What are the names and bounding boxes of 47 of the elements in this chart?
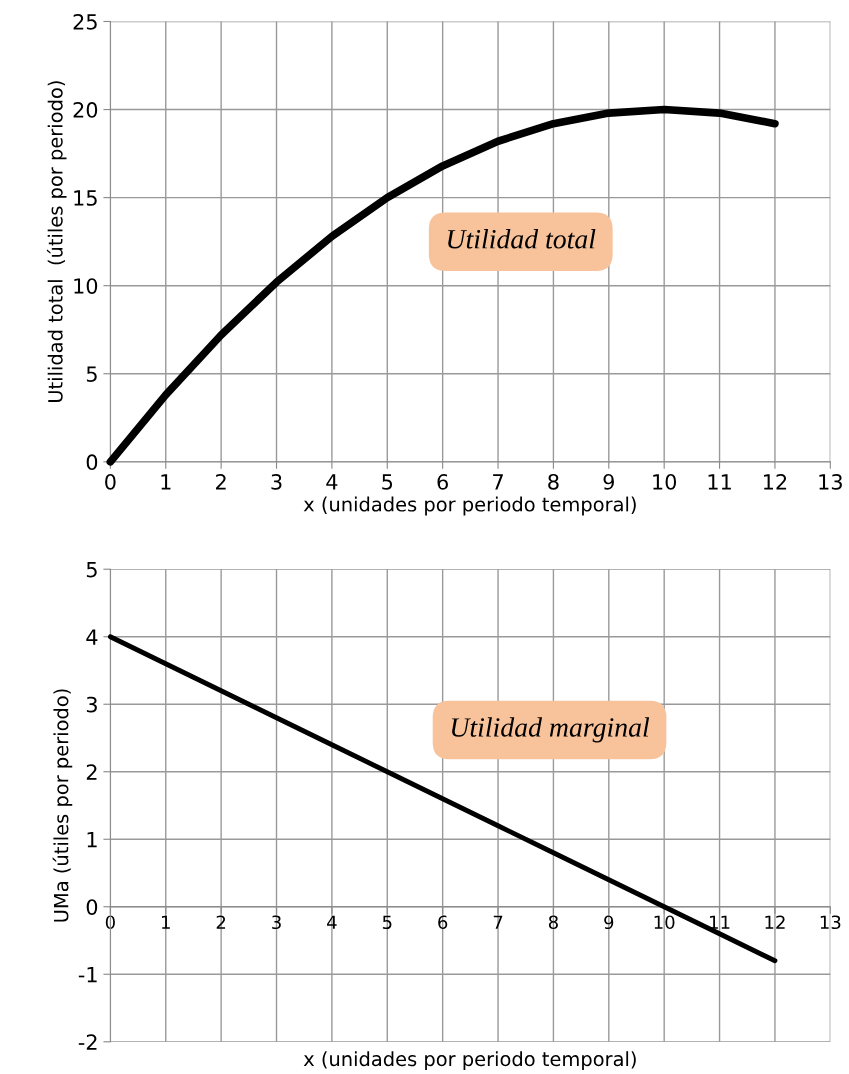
x-tick-label: 0 [105, 473, 116, 490]
x-tick-label: 7 [493, 474, 503, 490]
x-tick-label: 11 [708, 474, 731, 490]
y-tick-label: 3 [86, 696, 97, 713]
y-tick-label: 10 [74, 278, 98, 294]
x-tick-label: 8 [548, 473, 559, 490]
x-tick-label: 7 [493, 915, 503, 929]
y-tick-label: -2 [78, 1034, 97, 1050]
x-tick-label: 9 [603, 473, 614, 490]
x-axis-title: x (unidades por periodo temporal) [303, 1051, 636, 1071]
y-tick-label: 15 [74, 190, 97, 206]
y-tick-label: 1 [87, 831, 97, 848]
y-tick-label: 0 [86, 454, 98, 471]
x-tick-label: 10 [654, 915, 675, 930]
x-axis-title: x (unidades por periodo temporal) [303, 496, 636, 516]
x-tick-label: 1 [161, 474, 171, 490]
x-tick-label: 2 [216, 473, 226, 490]
y-tick-label: -1 [78, 967, 97, 983]
x-tick-label: 3 [271, 473, 282, 490]
x-tick-label: 9 [604, 915, 614, 930]
x-tick-label: 6 [437, 473, 448, 490]
x-tick-label: 10 [653, 473, 677, 490]
x-tick-label: 0 [105, 915, 115, 930]
x-tick-label: 3 [272, 915, 281, 930]
y-tick-label: 4 [86, 629, 98, 645]
x-tick-label: 8 [548, 915, 558, 930]
y-axis-title: UMa (útiles por periodo) [52, 689, 73, 922]
y-tick-label: 5 [86, 561, 97, 578]
x-tick-label: 13 [820, 915, 841, 930]
annotation: Utilidad total [448, 229, 596, 249]
x-tick-label: 12 [765, 915, 785, 929]
y-tick-label: 2 [86, 764, 97, 780]
x-tick-label: 6 [438, 915, 448, 930]
y-axis-title: Utilidad total (útiles por periodo) [46, 81, 67, 403]
x-tick-label: 4 [326, 474, 338, 490]
x-tick-label: 2 [216, 915, 226, 929]
x-tick-label: 13 [819, 473, 842, 490]
y-tick-label: 25 [73, 13, 97, 30]
x-tick-label: 5 [382, 474, 393, 490]
x-tick-label: 5 [382, 915, 392, 930]
x-tick-label: 1 [161, 915, 170, 929]
y-tick-label: 0 [86, 899, 98, 915]
annotation: Utilidad marginal [451, 717, 650, 743]
x-tick-label: 4 [327, 915, 337, 929]
y-tick-label: 5 [86, 366, 97, 382]
y-tick-label: 20 [73, 102, 98, 118]
x-tick-label: 12 [763, 473, 787, 490]
